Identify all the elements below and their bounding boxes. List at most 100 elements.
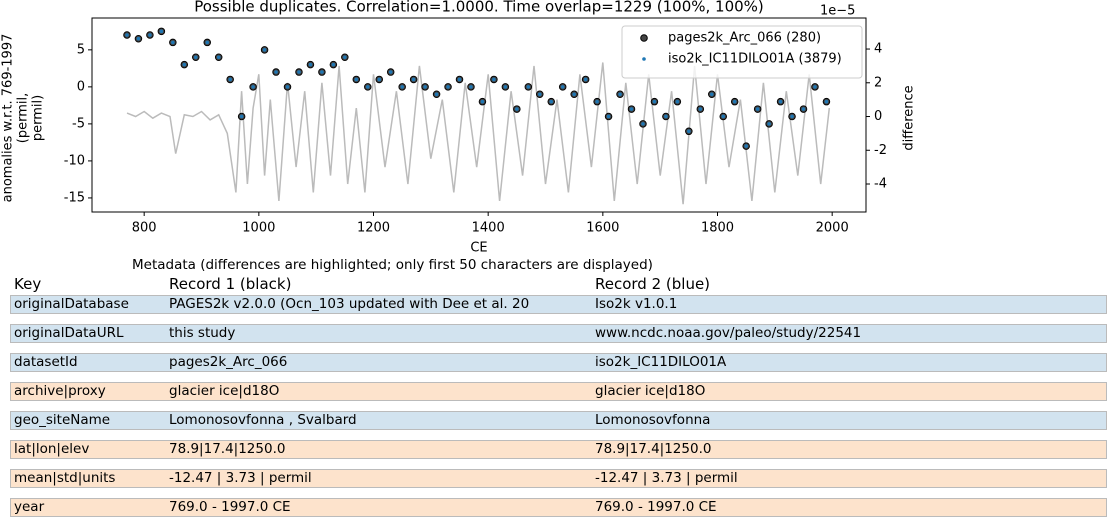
table-cell: geo_siteName bbox=[14, 412, 111, 428]
data-point bbox=[537, 92, 542, 97]
data-point bbox=[274, 70, 278, 74]
table-cell: mean|std|units bbox=[14, 470, 116, 486]
y-axis-label-line: permil) bbox=[31, 95, 46, 141]
table-cell: 78.9|17.4|1250.0 bbox=[595, 441, 712, 457]
data-point bbox=[285, 85, 290, 89]
x-tick-label: 1000 bbox=[242, 221, 275, 236]
table-row: geo_siteName Lomonosovfonna , Svalbard Lom… bbox=[10, 411, 1107, 430]
table-cell: originalDatabase bbox=[14, 296, 129, 312]
offset-label: 1e−5 bbox=[820, 4, 855, 19]
data-point bbox=[308, 62, 313, 67]
table-row: year 769.0 - 1997.0 CE 769.0 - 1997.0 CE bbox=[10, 498, 1107, 517]
table-caption: Metadata (differences are highlighted; o… bbox=[132, 257, 653, 273]
table-cell: pages2k_Arc_066 bbox=[169, 354, 288, 370]
data-point bbox=[698, 107, 703, 111]
data-point bbox=[365, 85, 370, 89]
data-point bbox=[790, 114, 794, 119]
table-row: lat|lon|elev 78.9|17.4|1250.0 78.9|17.4|12… bbox=[10, 440, 1107, 459]
data-point bbox=[503, 85, 508, 89]
data-point bbox=[411, 77, 416, 82]
data-point bbox=[492, 77, 496, 82]
data-point bbox=[388, 70, 393, 74]
data-point bbox=[434, 92, 439, 97]
table-cell: glacier ice|d18O bbox=[595, 383, 706, 399]
legend-box bbox=[621, 25, 863, 79]
table-cell: 78.9|17.4|1250.0 bbox=[169, 441, 286, 457]
data-point bbox=[125, 33, 129, 37]
table-cell: www.ncdc.noaa.gov/paleo/study/22541 bbox=[595, 325, 862, 341]
y-axis-label-line: anomalies w.r.t. 769-1997 bbox=[1, 34, 16, 203]
data-point bbox=[171, 40, 175, 45]
data-point bbox=[652, 99, 657, 104]
column-header: Record 1 (black) bbox=[169, 275, 292, 293]
y2-tick-label: -4 bbox=[874, 176, 887, 191]
x-tick-label: 800 bbox=[132, 221, 157, 236]
data-point bbox=[560, 85, 565, 89]
table-cell: 769.0 - 1997.0 CE bbox=[595, 499, 717, 515]
x-tick-label: 1600 bbox=[586, 221, 619, 236]
y-tick-label: 0 bbox=[77, 79, 85, 94]
data-point bbox=[239, 114, 244, 119]
x-tick-label: 1400 bbox=[472, 221, 505, 236]
data-point bbox=[136, 36, 141, 41]
data-point bbox=[664, 114, 668, 119]
data-point bbox=[400, 85, 404, 89]
data-point bbox=[343, 55, 347, 60]
data-point bbox=[469, 85, 473, 89]
table-cell: originalDataURL bbox=[14, 325, 124, 341]
table-row: originalDataURL this study www.ncdc.noaa.g… bbox=[10, 324, 1107, 343]
table-cell: -12.47 | 3.73 | permil bbox=[595, 470, 738, 486]
difference-line bbox=[126, 62, 831, 205]
table-cell: year bbox=[14, 499, 45, 515]
data-point bbox=[354, 77, 359, 82]
data-point bbox=[216, 55, 221, 60]
data-point bbox=[446, 85, 450, 89]
data-point bbox=[193, 55, 198, 60]
data-point bbox=[251, 85, 255, 89]
data-point bbox=[549, 99, 554, 104]
y2-axis-label: difference bbox=[902, 85, 917, 150]
data-point bbox=[641, 122, 645, 126]
y2-tick-label: 4 bbox=[874, 42, 882, 57]
data-point bbox=[755, 107, 760, 111]
data-point bbox=[744, 144, 748, 148]
y-axis-label: anomalies w.r.t. 769-1997 (permil, permil) bbox=[1, 34, 46, 203]
data-point bbox=[618, 92, 622, 97]
data-point bbox=[320, 70, 324, 74]
data-point bbox=[515, 107, 519, 111]
data-point bbox=[629, 107, 634, 111]
data-point bbox=[228, 77, 232, 82]
column-header: Record 2 (blue) bbox=[595, 275, 711, 293]
y2-tick-label: 2 bbox=[874, 75, 882, 90]
table-cell: 769.0 - 1997.0 CE bbox=[169, 499, 291, 515]
data-point bbox=[480, 99, 485, 104]
legend-marker bbox=[642, 57, 646, 61]
y-tick-label: -10 bbox=[64, 153, 85, 168]
data-point bbox=[595, 99, 599, 104]
data-point bbox=[159, 29, 164, 34]
data-point bbox=[801, 107, 806, 111]
table-row: datasetId pages2k_Arc_066 iso2k_IC11DILO01… bbox=[10, 353, 1107, 372]
column-header: Key bbox=[14, 275, 42, 293]
data-point bbox=[457, 77, 462, 82]
data-point bbox=[709, 92, 714, 97]
data-point bbox=[606, 114, 611, 119]
data-point bbox=[148, 33, 152, 37]
data-point bbox=[572, 92, 576, 97]
y2-tick-label: 0 bbox=[874, 109, 882, 124]
y-axis-label-line: (permil, bbox=[16, 93, 31, 143]
data-point bbox=[262, 48, 267, 52]
data-point bbox=[721, 114, 726, 119]
data-point bbox=[732, 99, 737, 104]
table-cell: PAGES2k v2.0.0 (Ocn_103 updated with Dee… bbox=[169, 296, 530, 312]
data-point bbox=[687, 129, 691, 134]
table-cell: Lomonosovfonna bbox=[595, 412, 711, 428]
table-row: archive|proxy glacier ice|d18O glacier ice… bbox=[10, 382, 1107, 401]
table-cell: iso2k_IC11DILO01A bbox=[595, 354, 727, 370]
data-point bbox=[675, 99, 680, 104]
table-cell: this study bbox=[169, 325, 236, 341]
table-cell: datasetId bbox=[14, 354, 78, 370]
axes-frame bbox=[91, 17, 867, 213]
data-point bbox=[205, 40, 210, 45]
x-axis-label: CE bbox=[470, 241, 487, 256]
